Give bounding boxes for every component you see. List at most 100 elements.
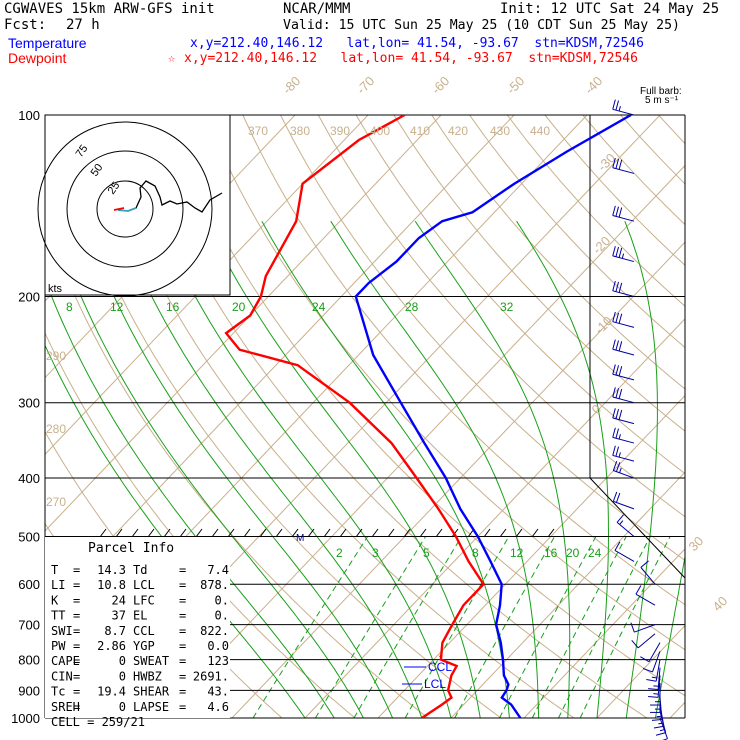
dry-adiabat-line bbox=[431, 115, 685, 390]
wind-barb-flag bbox=[615, 246, 620, 257]
dry-adiabat-line bbox=[696, 115, 740, 718]
wind-barb bbox=[612, 408, 635, 425]
pressure-tick-label: 100 bbox=[18, 108, 40, 123]
parcel-cell: CELL = 259/21 bbox=[51, 715, 145, 729]
wind-barb-flag bbox=[658, 722, 664, 725]
fcst-label: Fcst: bbox=[4, 17, 47, 33]
mixing-ratio-label: 2 bbox=[336, 546, 343, 560]
parcel-key: CIN bbox=[51, 669, 73, 683]
moist-adiabat-line bbox=[654, 553, 685, 718]
wind-barb-flag bbox=[612, 205, 616, 216]
wind-barb bbox=[612, 460, 635, 479]
mixing-ratio-line bbox=[314, 536, 427, 718]
tick-mark bbox=[531, 528, 539, 538]
tick-mark bbox=[547, 528, 555, 538]
wind-barb-flag bbox=[618, 282, 623, 293]
pressure-tick-label: 200 bbox=[18, 290, 40, 305]
wind-barb-flag bbox=[612, 157, 616, 168]
dry-adiabat-line bbox=[128, 115, 648, 718]
wind-barb-staff bbox=[637, 633, 656, 649]
isotherm-label: 40 bbox=[710, 593, 731, 614]
mixing-ratio-label: 3 bbox=[372, 546, 379, 560]
parcel-key: PW bbox=[51, 639, 66, 653]
dewpoint-legend-label: Dewpoint bbox=[8, 50, 67, 66]
tick-mark bbox=[499, 528, 507, 538]
hodograph-storm-motion bbox=[117, 207, 137, 212]
parcel-eq: = bbox=[179, 563, 186, 577]
wind-barb-flag bbox=[640, 656, 650, 663]
theta-label: 410 bbox=[410, 124, 430, 138]
dewpoint-location: x,y=212.40,146.12 lat,lon= 41.54, -93.67… bbox=[184, 51, 638, 66]
wind-barb bbox=[612, 387, 635, 404]
mixing-ratio-line bbox=[558, 536, 651, 718]
parcel-key: SHEAR bbox=[133, 685, 170, 699]
parcel-value: 0 bbox=[119, 700, 126, 714]
parcel-eq: = bbox=[73, 685, 80, 699]
wind-barb-flag bbox=[618, 106, 621, 112]
wind-barb-flag bbox=[612, 311, 616, 322]
mixing-ratio-label: 8 bbox=[66, 300, 73, 314]
temperature-profile bbox=[354, 115, 632, 718]
hodograph-units: kts bbox=[48, 283, 63, 295]
dry-adiabat-line bbox=[280, 115, 685, 561]
isotherm-line bbox=[669, 701, 685, 718]
moist-adiabat-line bbox=[82, 221, 394, 718]
wind-barb-staff bbox=[657, 675, 661, 698]
parcel-value: 10.8 bbox=[97, 578, 126, 592]
wind-barb bbox=[646, 659, 661, 682]
isotherm-line bbox=[523, 548, 685, 718]
pressure-tick-label: 800 bbox=[18, 653, 40, 668]
parcel-key: EL bbox=[133, 609, 147, 623]
wind-barb-flag bbox=[614, 541, 621, 551]
dry-adiabat-line bbox=[658, 115, 685, 145]
temperature-location: x,y=212.40,146.12 lat,lon= 41.54, -93.67… bbox=[190, 36, 644, 51]
wind-barb-flag bbox=[612, 387, 616, 398]
isotherm-line bbox=[158, 164, 685, 718]
wind-barb bbox=[612, 427, 635, 444]
wind-barb bbox=[640, 560, 656, 585]
wind-barb-flag bbox=[615, 409, 620, 419]
tick-mark bbox=[291, 528, 299, 538]
tick-mark bbox=[387, 528, 395, 538]
parcel-value: 4.6 bbox=[207, 700, 229, 714]
wind-barb bbox=[659, 717, 668, 740]
tick-mark bbox=[515, 528, 523, 538]
pressure-tick-label: 300 bbox=[18, 396, 40, 411]
parcel-value: 822. bbox=[200, 624, 229, 638]
theta-label: 430 bbox=[490, 124, 510, 138]
parcel-eq: = bbox=[73, 700, 80, 714]
wind-barb-flag bbox=[630, 622, 635, 633]
parcel-key: Td bbox=[133, 563, 147, 577]
parcel-value: 0. bbox=[215, 593, 229, 607]
parcel-key: CAPE bbox=[51, 654, 80, 668]
mixing-ratio-label: 8 bbox=[472, 546, 479, 560]
wind-barb-staff bbox=[612, 215, 635, 222]
wind-barb-flag bbox=[612, 427, 616, 438]
mixing-ratio-label: 12 bbox=[110, 300, 124, 314]
wind-barb-flag bbox=[646, 679, 657, 682]
wind-barb-flag bbox=[612, 445, 616, 456]
moist-adiabat-line bbox=[261, 220, 510, 718]
wind-barb bbox=[614, 541, 635, 562]
parcel-key: LFC bbox=[133, 593, 155, 607]
wind-barb bbox=[650, 683, 661, 706]
moist-adiabat-line bbox=[330, 220, 540, 718]
tick-mark bbox=[131, 528, 139, 538]
theta-label: 280 bbox=[46, 422, 66, 436]
wind-barb-flag bbox=[615, 158, 620, 169]
wind-barb-flag bbox=[618, 366, 623, 377]
parcel-key: LAPSE bbox=[133, 700, 169, 714]
tick-mark bbox=[307, 528, 315, 538]
pressure-tick-label: 700 bbox=[18, 618, 40, 633]
wind-barb-flag bbox=[615, 100, 620, 111]
parcel-key: SWI bbox=[51, 624, 73, 638]
hodograph-ring bbox=[66, 150, 184, 268]
isotherm-line bbox=[0, 115, 3, 718]
pressure-tick-label: 600 bbox=[18, 577, 40, 592]
org-label: NCAR/MMM bbox=[283, 1, 351, 17]
isotherm-line bbox=[377, 394, 685, 718]
fcst-value: 27 h bbox=[66, 17, 100, 33]
tick-mark bbox=[115, 528, 123, 538]
